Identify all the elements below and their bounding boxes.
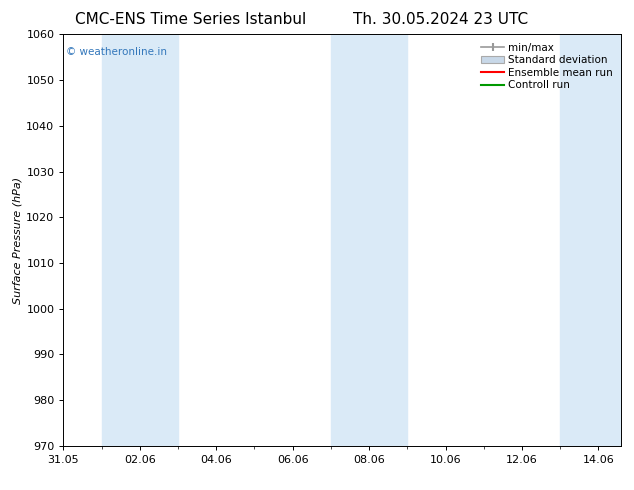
Bar — [560, 34, 621, 446]
Y-axis label: Surface Pressure (hPa): Surface Pressure (hPa) — [12, 176, 22, 304]
Text: Th. 30.05.2024 23 UTC: Th. 30.05.2024 23 UTC — [353, 12, 528, 27]
Bar — [331, 34, 407, 446]
Bar — [101, 34, 178, 446]
Legend: min/max, Standard deviation, Ensemble mean run, Controll run: min/max, Standard deviation, Ensemble me… — [478, 40, 616, 94]
Text: © weatheronline.in: © weatheronline.in — [66, 47, 167, 57]
Text: CMC-ENS Time Series Istanbul: CMC-ENS Time Series Istanbul — [75, 12, 306, 27]
